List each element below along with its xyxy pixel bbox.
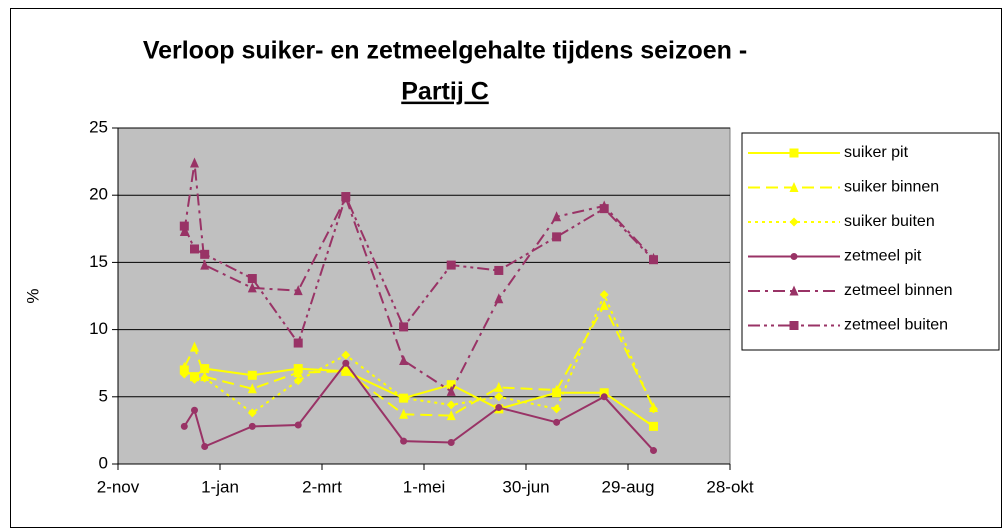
marker	[200, 259, 210, 270]
marker	[341, 192, 351, 202]
x-tick-label: 30-jun	[502, 477, 549, 496]
marker	[552, 404, 562, 414]
marker	[446, 385, 456, 396]
x-tick-label: 28-okt	[706, 477, 754, 496]
marker	[200, 364, 210, 374]
y-tick-label: 25	[89, 117, 108, 136]
x-tick-label: 29-aug	[602, 477, 655, 496]
marker	[649, 255, 658, 265]
marker	[789, 217, 799, 227]
chart-subtitle: Partij C	[401, 78, 489, 106]
marker	[294, 421, 302, 429]
marker	[247, 370, 257, 380]
marker	[247, 383, 257, 394]
marker	[293, 285, 303, 296]
marker	[179, 221, 189, 231]
marker	[446, 410, 456, 421]
legend-box	[741, 132, 1000, 351]
plot-area	[117, 127, 731, 465]
marker	[341, 350, 351, 360]
marker	[650, 447, 657, 455]
marker	[200, 249, 210, 259]
legend-label: suiker binnen	[844, 179, 939, 196]
y-tick-label: 0	[99, 453, 108, 472]
y-axis-label: %	[23, 288, 42, 303]
marker	[790, 253, 798, 260]
marker	[599, 290, 609, 300]
marker	[190, 157, 199, 168]
marker	[201, 443, 209, 451]
marker	[179, 369, 189, 379]
marker	[179, 361, 189, 372]
marker	[600, 393, 608, 401]
marker	[400, 437, 408, 445]
x-tick-label: 1-jan	[201, 477, 239, 496]
marker	[552, 211, 562, 222]
legend-label: suiker pit	[844, 144, 909, 161]
marker	[190, 374, 199, 384]
marker	[447, 438, 455, 446]
legend-label: zetmeel pit	[844, 248, 922, 265]
marker	[649, 404, 658, 414]
marker	[248, 422, 256, 430]
marker	[599, 204, 609, 214]
y-tick-label: 10	[89, 319, 108, 338]
marker	[552, 384, 562, 395]
y-tick-label: 15	[89, 252, 108, 271]
marker	[599, 388, 609, 398]
marker	[494, 381, 504, 392]
marker	[293, 338, 303, 348]
marker	[190, 341, 199, 352]
marker	[399, 408, 409, 419]
marker	[495, 404, 503, 412]
marker	[190, 244, 199, 254]
marker	[649, 421, 658, 431]
marker	[399, 355, 409, 366]
marker	[399, 393, 409, 403]
marker	[553, 418, 561, 426]
legend-label: zetmeel buiten	[844, 317, 948, 334]
marker	[399, 322, 409, 332]
marker	[494, 265, 504, 275]
marker	[446, 260, 456, 270]
marker	[552, 232, 562, 242]
marker	[247, 282, 257, 293]
series-line	[183, 303, 655, 417]
y-tick-label: 20	[89, 185, 108, 204]
marker	[200, 373, 210, 383]
y-tick-label: 5	[99, 386, 108, 405]
x-tick-label: 2-mrt	[302, 477, 342, 496]
marker	[341, 365, 351, 376]
marker	[789, 285, 799, 296]
marker	[494, 293, 504, 304]
series-line	[183, 361, 655, 452]
x-tick-label: 1-mei	[403, 477, 446, 496]
marker	[446, 400, 456, 410]
marker	[191, 406, 198, 414]
legend-label: suiker buiten	[844, 213, 935, 230]
marker	[293, 376, 303, 386]
x-tick-label: 2-nov	[97, 477, 140, 496]
marker	[789, 321, 799, 330]
marker	[494, 392, 504, 402]
marker	[293, 367, 303, 378]
marker	[446, 380, 456, 390]
marker	[342, 359, 350, 367]
series-line	[183, 162, 655, 393]
legend-label: zetmeel binnen	[844, 282, 953, 299]
marker	[599, 299, 609, 310]
chart-title: Verloop suiker- en zetmeelgehalte tijden…	[143, 37, 747, 65]
marker	[247, 408, 257, 418]
marker	[789, 148, 799, 158]
marker	[789, 182, 799, 192]
marker	[180, 422, 188, 430]
marker	[247, 274, 257, 284]
